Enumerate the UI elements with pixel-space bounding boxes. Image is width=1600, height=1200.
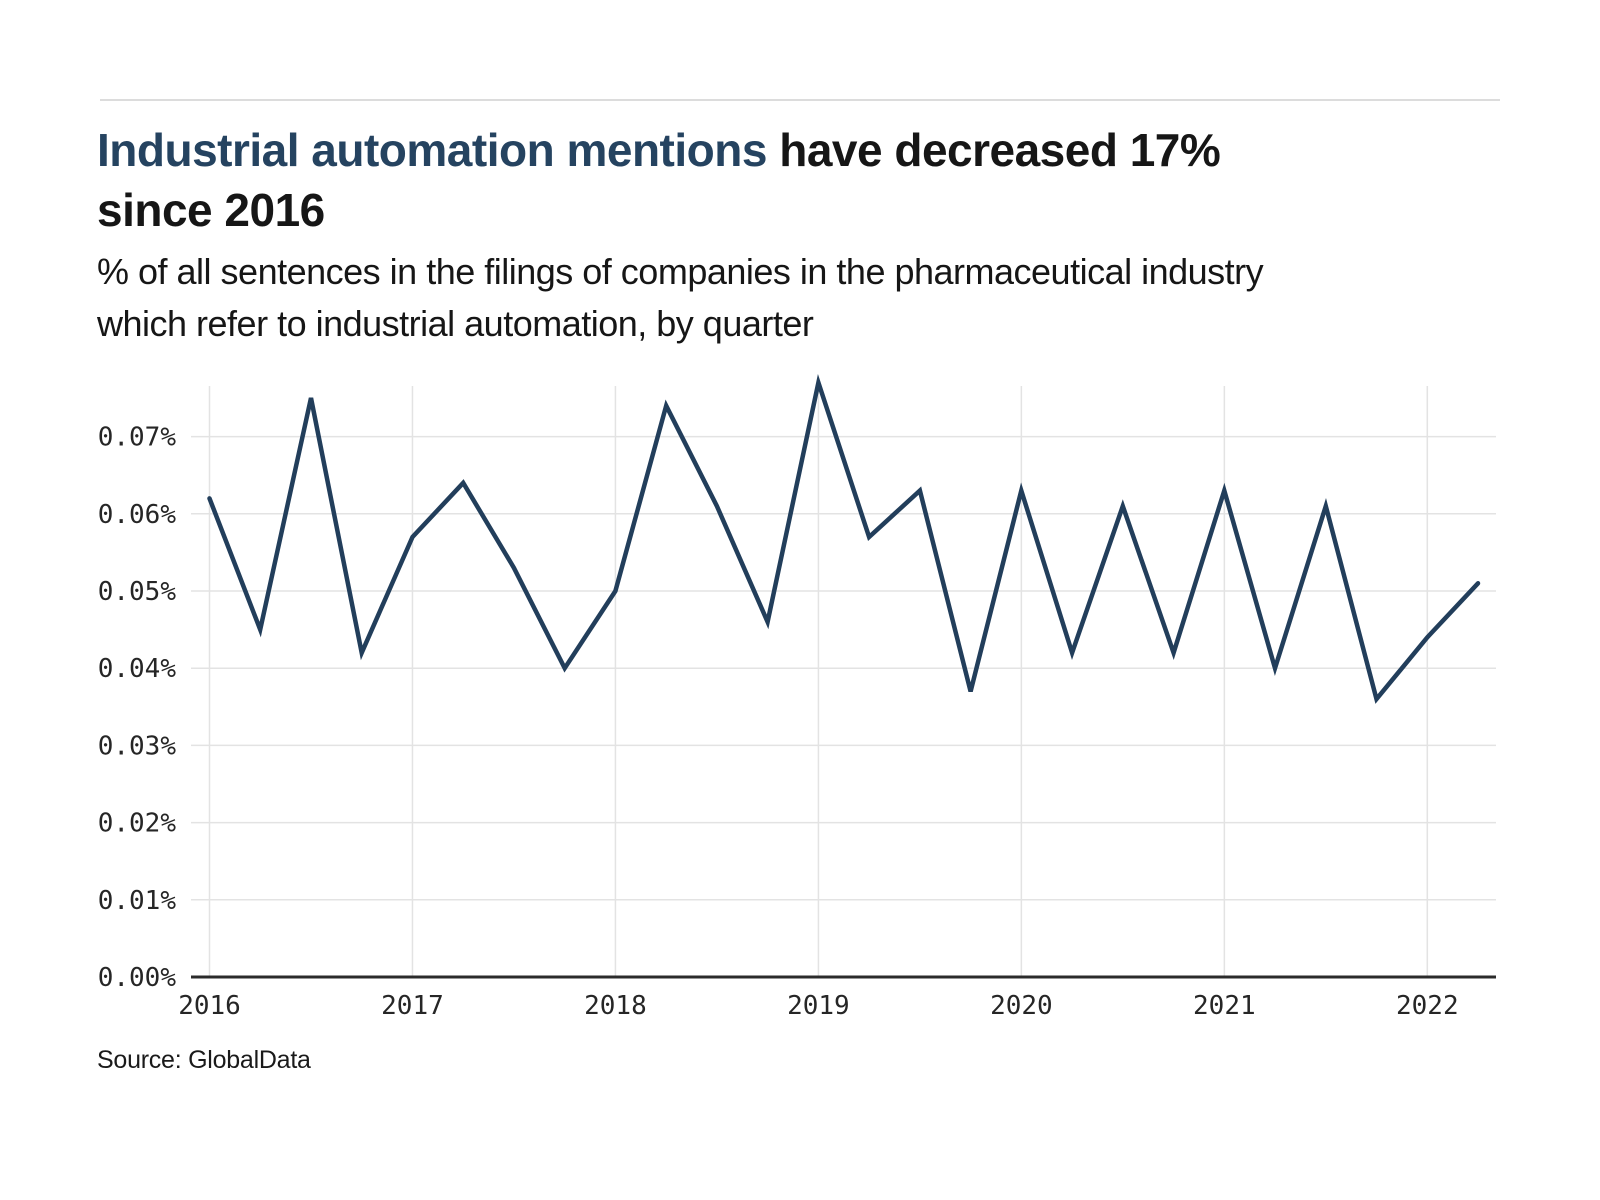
y-axis-tick-label: 0.04% <box>98 654 177 684</box>
data-line-series <box>207 373 1481 704</box>
y-axis-tick-label: 0.00% <box>98 963 177 993</box>
page-subtitle: % of all sentences in the filings of com… <box>97 246 1497 350</box>
y-axis-tick-label: 0.01% <box>98 886 177 916</box>
subtitle-line-1: % of all sentences in the filings of com… <box>97 251 1264 292</box>
source-note: Source: GlobalData <box>97 1046 311 1074</box>
x-axis-tick-label: 2016 <box>178 991 241 1021</box>
x-axis-tick-label: 2019 <box>787 991 850 1021</box>
y-axis-tick-label: 0.02% <box>98 809 177 839</box>
x-axis-tick-label: 2020 <box>990 991 1053 1021</box>
x-axis-tick-label: 2017 <box>381 991 444 1021</box>
top-divider <box>100 99 1500 101</box>
y-axis-tick-label: 0.05% <box>98 577 177 607</box>
x-axis-tick-label: 2022 <box>1396 991 1459 1021</box>
subtitle-line-2: which refer to industrial automation, by… <box>97 303 814 344</box>
x-axis-tick-label: 2018 <box>584 991 647 1021</box>
y-axis-tick-label: 0.06% <box>98 500 177 530</box>
title-line-2: since 2016 <box>97 184 325 236</box>
x-axis-tick-label: 2021 <box>1193 991 1256 1021</box>
title-line-1: Industrial automation mentions have decr… <box>97 124 1221 176</box>
y-axis-tick-label: 0.03% <box>98 731 177 761</box>
title-highlight: Industrial automation mentions <box>97 124 767 176</box>
y-axis-tick-label: 0.07% <box>98 423 177 453</box>
page-title: Industrial automation mentions have decr… <box>97 120 1497 240</box>
title-rest: have decreased 17% <box>766 124 1221 176</box>
